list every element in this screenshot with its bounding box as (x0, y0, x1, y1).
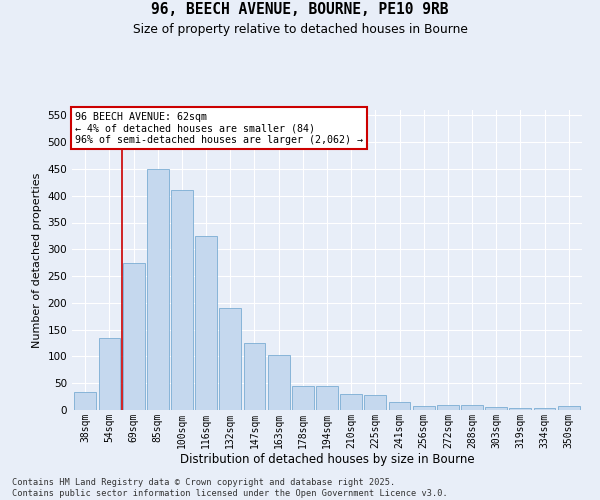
Bar (364, 395, 386, 410)
Text: 96, BEECH AVENUE, BOURNE, PE10 9RB: 96, BEECH AVENUE, BOURNE, PE10 9RB (151, 2, 449, 18)
Bar (558, 406, 580, 410)
Bar (147, 169, 169, 410)
Bar (340, 394, 362, 410)
Bar (195, 236, 217, 410)
Bar (74, 392, 96, 410)
Bar (268, 355, 290, 410)
Bar (389, 402, 410, 410)
Text: Contains HM Land Registry data © Crown copyright and database right 2025.
Contai: Contains HM Land Registry data © Crown c… (12, 478, 448, 498)
Bar (171, 190, 193, 410)
Bar (316, 386, 338, 410)
Bar (220, 308, 241, 410)
Text: Distribution of detached houses by size in Bourne: Distribution of detached houses by size … (179, 452, 475, 466)
Bar (485, 408, 507, 410)
Bar (509, 408, 531, 410)
Bar (437, 404, 459, 410)
Y-axis label: Number of detached properties: Number of detached properties (32, 172, 42, 348)
Bar (413, 406, 434, 410)
Bar (244, 343, 265, 410)
Bar (292, 386, 314, 410)
Bar (123, 262, 145, 410)
Bar (461, 405, 483, 410)
Text: Size of property relative to detached houses in Bourne: Size of property relative to detached ho… (133, 22, 467, 36)
Bar (98, 338, 121, 410)
Text: 96 BEECH AVENUE: 62sqm
← 4% of detached houses are smaller (84)
96% of semi-deta: 96 BEECH AVENUE: 62sqm ← 4% of detached … (74, 112, 362, 144)
Bar (533, 408, 556, 410)
